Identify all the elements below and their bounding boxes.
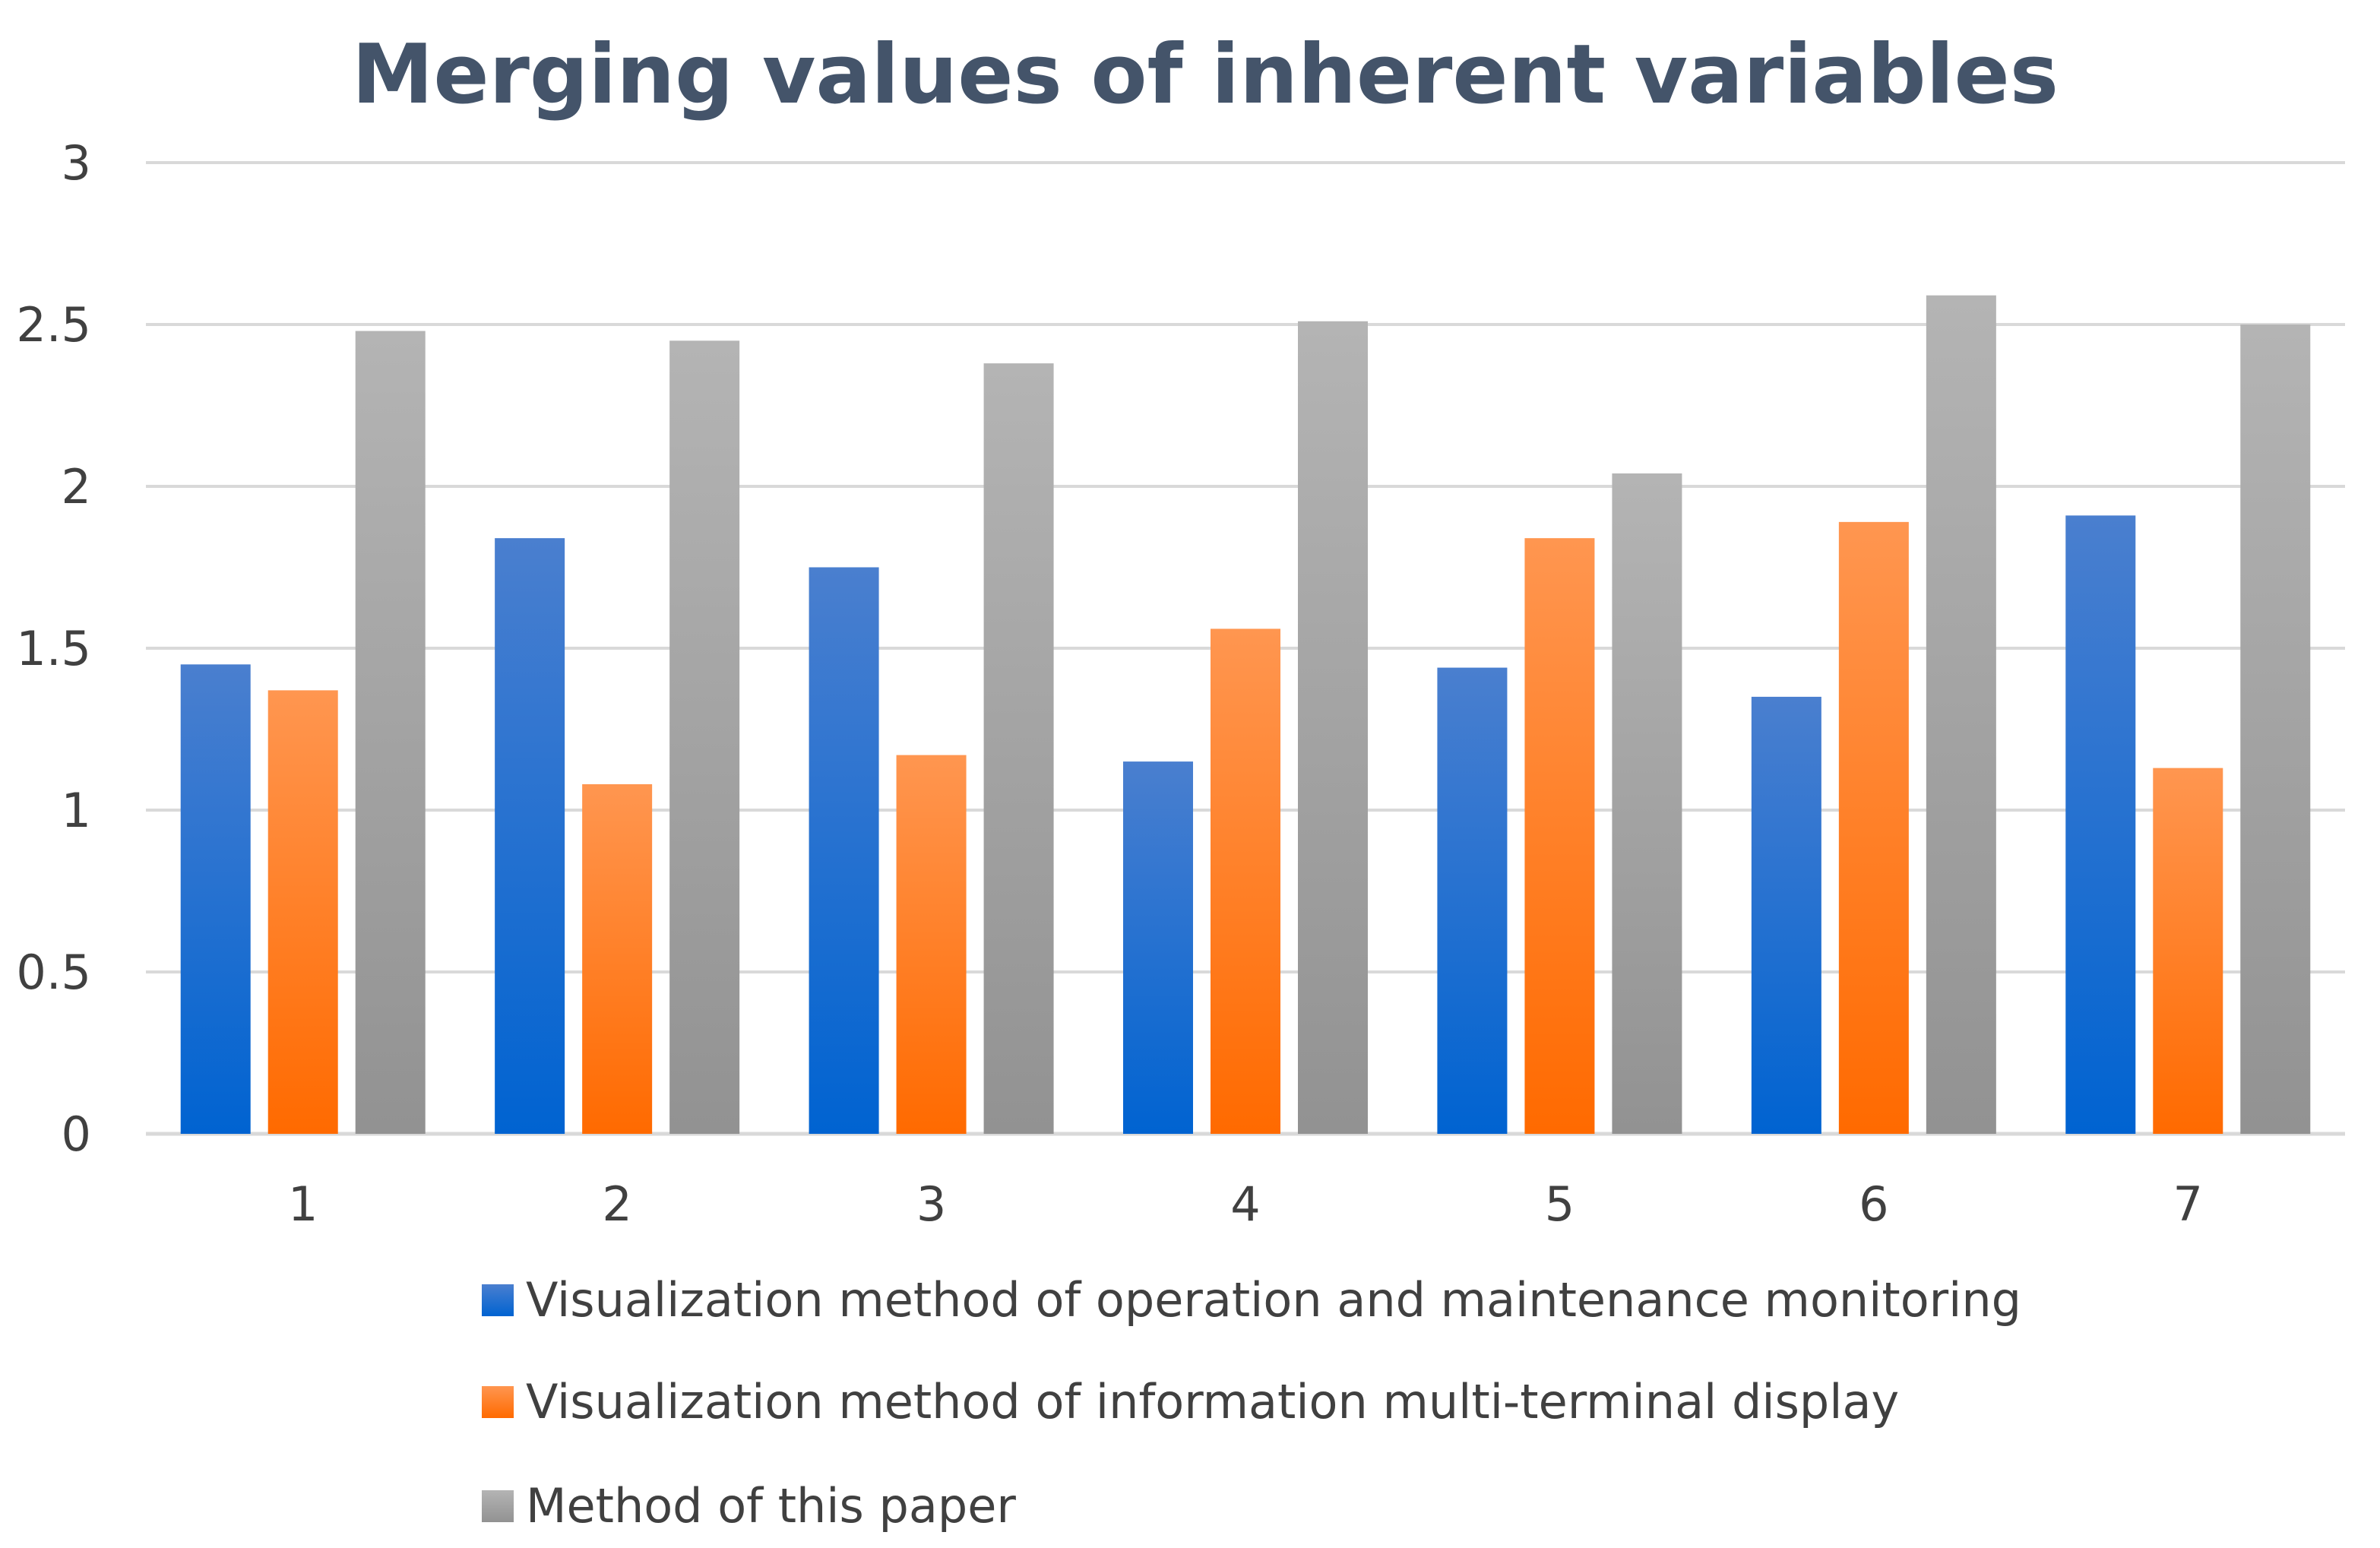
bar-series-2-category-3 (896, 755, 967, 1134)
x-axis-tick-labels: 1 2 3 4 5 6 7 (288, 1176, 2203, 1232)
bars (180, 295, 2311, 1134)
x-tick-label: 4 (1230, 1176, 1260, 1232)
y-tick-label: 0 (62, 1106, 91, 1162)
bar-series-3-category-5 (1612, 473, 1682, 1134)
legend: Visualization method of operation and ma… (482, 1272, 2021, 1534)
y-tick-label: 1.5 (16, 621, 91, 676)
x-tick-label: 2 (602, 1176, 631, 1232)
x-tick-label: 3 (916, 1176, 946, 1232)
legend-item-2: Visualization method of information mult… (482, 1374, 1899, 1429)
bar-series-1-category-1 (180, 664, 251, 1134)
x-tick-label: 6 (1859, 1176, 1888, 1232)
x-tick-label: 7 (2173, 1176, 2203, 1232)
legend-swatch (482, 1386, 514, 1418)
bar-series-2-category-1 (267, 690, 338, 1134)
legend-label: Visualization method of operation and ma… (526, 1272, 2021, 1328)
bar-series-2-category-4 (1211, 628, 1280, 1134)
y-tick-label: 2.5 (16, 297, 91, 353)
bar-series-3-category-1 (355, 331, 426, 1134)
bar-series-1-category-2 (495, 538, 565, 1134)
legend-swatch (482, 1284, 514, 1316)
x-tick-label: 5 (1545, 1176, 1575, 1232)
x-tick-label: 1 (288, 1176, 318, 1232)
bar-series-2-category-6 (1838, 521, 1909, 1134)
legend-item-1: Visualization method of operation and ma… (482, 1272, 2021, 1328)
bar-series-1-category-4 (1123, 761, 1193, 1134)
bar-series-2-category-2 (582, 783, 653, 1134)
chart-title: Merging values of inherent variables (352, 27, 2059, 122)
bar-series-1-category-7 (2065, 515, 2136, 1134)
y-tick-label: 3 (62, 135, 91, 191)
bar-series-1-category-6 (1751, 696, 1821, 1134)
y-tick-label: 0.5 (16, 945, 91, 1000)
bar-series-3-category-4 (1298, 321, 1368, 1134)
bar-series-2-category-5 (1524, 538, 1595, 1134)
bar-series-3-category-6 (1926, 295, 1996, 1134)
y-tick-label: 2 (62, 459, 91, 514)
legend-item-3: Method of this paper (482, 1478, 1016, 1534)
bar-series-3-category-3 (983, 363, 1054, 1134)
bar-series-3-category-2 (669, 340, 740, 1134)
legend-label: Method of this paper (526, 1478, 1016, 1534)
bar-series-1-category-3 (809, 567, 879, 1134)
y-axis-tick-labels: 0 0.5 1 1.5 2 2.5 3 (16, 135, 91, 1162)
bar-series-3-category-7 (2240, 324, 2311, 1134)
legend-label: Visualization method of information mult… (526, 1374, 1899, 1429)
bar-series-1-category-5 (1437, 667, 1508, 1134)
legend-swatch (482, 1490, 514, 1522)
bar-series-2-category-7 (2153, 768, 2223, 1134)
y-tick-label: 1 (62, 783, 91, 838)
